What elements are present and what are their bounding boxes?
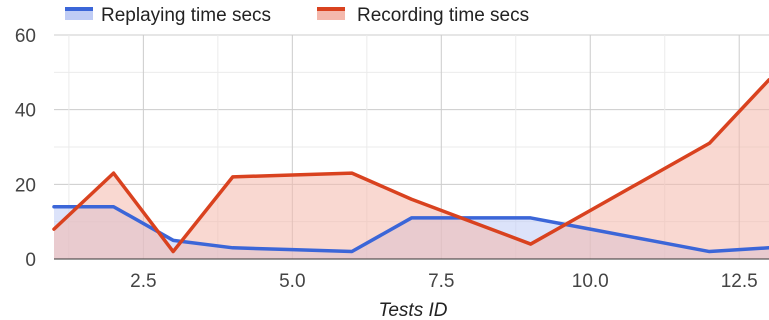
grid-lines [54,34,769,259]
series-line-1 [52,78,769,254]
series-line-0 [52,204,769,254]
y-tick-label: 60 [15,26,36,47]
x-tick-label: 5.0 [279,271,305,292]
x-tick-label: 2.5 [130,271,156,292]
series-areas [54,79,769,259]
x-tick-label: 12.5 [721,271,758,292]
x-axis-title: Tests ID [379,300,448,320]
y-tick-label: 20 [15,175,36,196]
y-axis-ticks: 0 20 40 60 [15,26,36,271]
series-lines [52,78,769,260]
y-tick-label: 0 [25,250,36,271]
chart-legend: Replaying time secs Recording time secs [65,5,529,26]
series-area-1 [54,79,769,259]
legend-label-recording: Recording time secs [357,5,529,26]
x-tick-label: 7.5 [428,271,454,292]
y-tick-label: 40 [15,101,36,122]
x-axis-ticks: 2.5 5.0 7.5 10.0 12.5 [130,271,758,292]
legend-label-replaying: Replaying time secs [101,5,271,26]
x-tick-label: 10.0 [572,271,609,292]
